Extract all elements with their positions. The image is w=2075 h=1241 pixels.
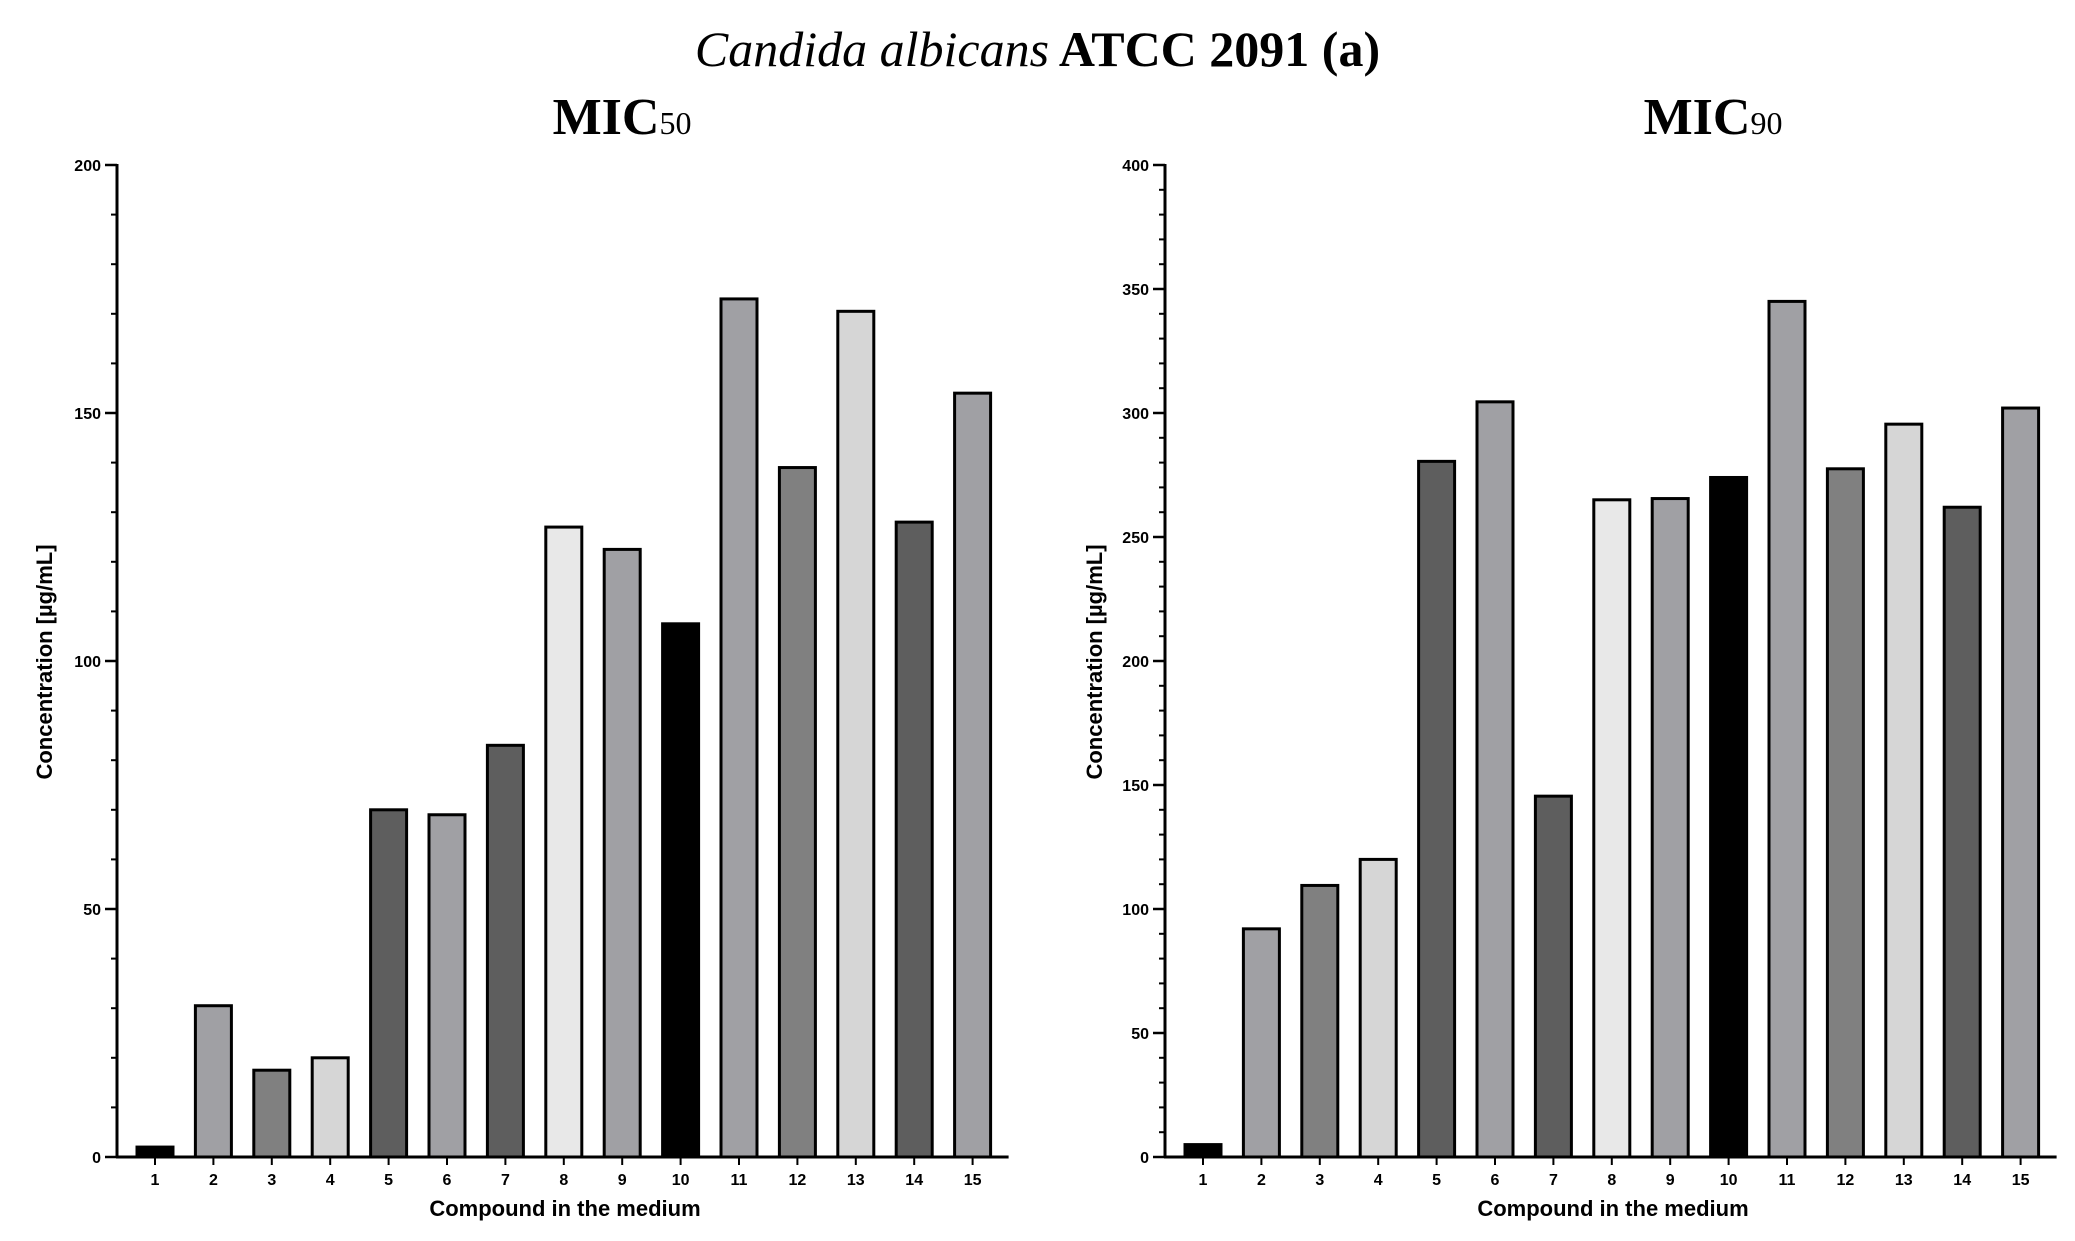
x-tick-label-mic90: 6 (1491, 1172, 1500, 1189)
y-tick-label-mic90: 400 (1122, 158, 1149, 175)
bar-mic90-13 (1884, 422, 1924, 1159)
bar-mic50-12 (777, 466, 817, 1159)
y-tick-label-mic90: 0 (1140, 1150, 1149, 1167)
x-axis-label-mic50: Compound in the medium (429, 1196, 700, 1221)
x-tick-label-mic50: 14 (905, 1172, 923, 1189)
figure-title-species: Candida albicans (694, 21, 1050, 77)
x-tick-label-mic90: 15 (2012, 1172, 2030, 1189)
x-tick-label-mic90: 10 (1720, 1172, 1738, 1189)
bar-mic50-6 (427, 813, 467, 1159)
bar-mic50-15 (953, 391, 993, 1159)
y-tick-label-mic50: 50 (83, 902, 101, 919)
y-tick-label-mic90: 350 (1122, 282, 1149, 299)
y-tick-label-mic90: 50 (1131, 1026, 1149, 1043)
bar-mic50-13 (836, 309, 876, 1159)
x-tick-label-mic50: 9 (618, 1172, 627, 1189)
bar-mic90-5 (1417, 459, 1457, 1159)
y-tick-label-mic50: 100 (74, 654, 101, 671)
x-tick-label-mic50: 10 (672, 1172, 690, 1189)
x-tick-label-mic90: 7 (1549, 1172, 1558, 1189)
y-tick-label-mic90: 150 (1122, 778, 1149, 795)
x-tick-label-mic90: 13 (1895, 1172, 1913, 1189)
bar-mic50-9 (602, 547, 642, 1159)
y-tick-label-mic50: 200 (74, 158, 101, 175)
x-tick-label-mic90: 5 (1432, 1172, 1441, 1189)
x-tick-label-mic50: 5 (384, 1172, 393, 1189)
x-tick-label-mic50: 2 (209, 1172, 218, 1189)
y-tick-label-mic90: 250 (1122, 530, 1149, 547)
y-tick-label-mic50: 150 (74, 406, 101, 423)
bar-mic90-9 (1650, 497, 1690, 1159)
bar-mic50-8 (544, 525, 584, 1159)
x-tick-label-mic90: 8 (1607, 1172, 1616, 1189)
x-tick-label-mic50: 12 (789, 1172, 807, 1189)
bar-mic90-6 (1475, 400, 1515, 1159)
bar-mic90-4 (1358, 857, 1398, 1159)
x-tick-label-mic90: 1 (1199, 1172, 1208, 1189)
bar-mic90-11 (1767, 299, 1807, 1159)
bar-mic90-10 (1709, 475, 1749, 1159)
y-tick-label-mic50: 0 (92, 1150, 101, 1167)
y-tick-label-mic90: 200 (1122, 654, 1149, 671)
x-tick-label-mic90: 11 (1779, 1172, 1796, 1189)
panel-title-mic50: MIC50 (553, 89, 692, 146)
x-tick-label-mic90: 9 (1666, 1172, 1675, 1189)
x-tick-label-mic50: 8 (559, 1172, 568, 1189)
y-axis-label-mic90: Concentration [µg/mL] (1082, 544, 1107, 779)
figure-title: Candida albicans ATCC 2091 (a) (0, 14, 2075, 84)
x-tick-label-mic50: 13 (847, 1172, 865, 1189)
bar-mic50-10 (661, 622, 701, 1159)
x-tick-label-mic50: 6 (443, 1172, 452, 1189)
x-tick-label-mic50: 3 (267, 1172, 276, 1189)
bar-mic90-14 (1942, 505, 1982, 1159)
bar-mic50-14 (894, 520, 934, 1159)
x-tick-label-mic90: 12 (1837, 1172, 1855, 1189)
x-tick-label-mic50: 11 (731, 1172, 748, 1189)
x-tick-label-mic90: 3 (1315, 1172, 1324, 1189)
x-tick-label-mic50: 4 (326, 1172, 335, 1189)
bar-mic50-7 (485, 743, 525, 1159)
chart-panel-mic90: MIC90 Compound in the medium Concentrati… (1082, 89, 2057, 1221)
y-tick-label-mic90: 100 (1122, 902, 1149, 919)
bar-mic90-12 (1825, 467, 1865, 1159)
bar-mic50-2 (193, 1004, 233, 1159)
bar-mic50-4 (310, 1056, 350, 1159)
bar-mic50-11 (719, 297, 759, 1159)
panel-title-mic90: MIC90 (1644, 89, 1783, 146)
x-tick-label-mic50: 7 (501, 1172, 510, 1189)
bar-mic90-3 (1300, 883, 1340, 1159)
bar-mic50-3 (252, 1068, 292, 1159)
chart-panel-mic50: MIC50 Compound in the medium Concentrati… (32, 89, 1009, 1221)
x-tick-label-mic90: 2 (1257, 1172, 1266, 1189)
bar-mic90-15 (2001, 406, 2041, 1159)
x-axis-label-mic90: Compound in the medium (1477, 1196, 1748, 1221)
x-tick-label-mic50: 15 (964, 1172, 982, 1189)
x-tick-label-mic50: 1 (151, 1172, 160, 1189)
y-tick-label-mic90: 300 (1122, 406, 1149, 423)
bar-mic90-1 (1183, 1143, 1223, 1159)
bar-mic90-8 (1592, 498, 1632, 1159)
x-tick-label-mic90: 4 (1374, 1172, 1383, 1189)
y-axis-label-mic50: Concentration [µg/mL] (32, 544, 57, 779)
bar-mic90-2 (1241, 927, 1281, 1159)
bar-mic90-7 (1533, 794, 1573, 1159)
figure-title-strain: ATCC 2091 (a) (1058, 21, 1381, 77)
x-tick-label-mic90: 14 (1953, 1172, 1971, 1189)
bar-mic50-5 (369, 808, 409, 1159)
